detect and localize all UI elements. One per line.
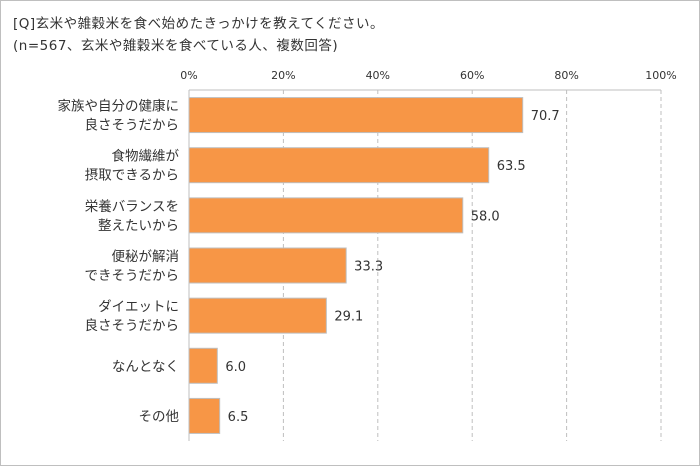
bar	[188, 397, 221, 434]
x-tick-label: 60%	[460, 69, 484, 82]
data-label: 29.1	[334, 310, 363, 325]
y-category-label: なんとなく	[112, 359, 179, 375]
data-label: 6.5	[228, 410, 249, 425]
x-tick-label: 100%	[645, 69, 676, 82]
bar	[188, 247, 347, 284]
x-tick-label: 0%	[180, 69, 197, 82]
y-category-label: 家族や自分の健康に良さそうだから	[58, 98, 180, 134]
chart-subtitle: (n=567、玄米や雑穀米を食べている人、複数回答)	[13, 38, 339, 54]
bar	[188, 347, 218, 384]
chart-title: [Q]玄米や雑穀米を食べ始めたきっかけを教えてください。	[13, 16, 385, 32]
x-tick-label: 40%	[366, 69, 390, 82]
data-label: 6.0	[225, 360, 246, 375]
data-label: 58.0	[471, 209, 500, 224]
data-label: 33.3	[354, 260, 383, 275]
bar	[188, 97, 524, 134]
bar	[188, 297, 327, 334]
data-label: 63.5	[497, 159, 526, 174]
y-category-label: 栄養バランスを整えたいから	[85, 198, 179, 234]
bar	[188, 147, 490, 184]
bar	[188, 197, 464, 234]
y-category-label: 食物繊維が摂取できるから	[85, 148, 180, 184]
x-tick-label: 20%	[271, 69, 295, 82]
y-category-label: その他	[139, 409, 180, 425]
x-tick-label: 80%	[554, 69, 578, 82]
data-label: 70.7	[531, 109, 560, 124]
y-category-label: ダイエットに良さそうだから	[85, 299, 180, 334]
y-category-label: 便秘が解消できそうだから	[85, 249, 180, 284]
